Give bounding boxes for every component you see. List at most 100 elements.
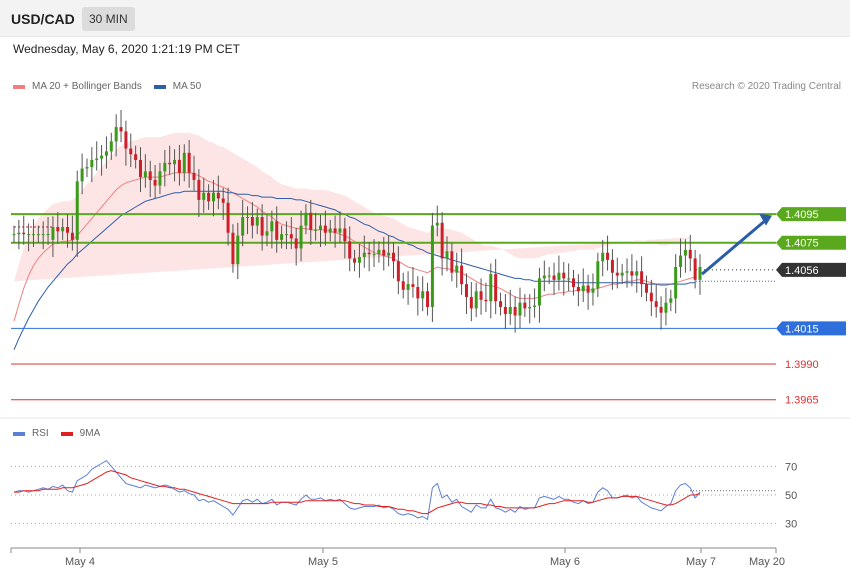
rsi-9ma-line bbox=[14, 470, 701, 515]
legend-9ma: 9MA bbox=[60, 428, 100, 439]
candle-body bbox=[207, 192, 211, 202]
candle-body bbox=[688, 249, 692, 259]
candle-body bbox=[294, 238, 298, 249]
candle-body bbox=[36, 234, 40, 236]
x-tick-label: May 7 bbox=[686, 556, 716, 568]
rsi-line bbox=[13, 459, 701, 521]
candle-body bbox=[591, 288, 595, 293]
candle-body bbox=[460, 265, 464, 285]
candle-body bbox=[464, 284, 468, 297]
candle-body bbox=[31, 234, 35, 236]
candle-body bbox=[635, 271, 639, 276]
candle-body bbox=[177, 159, 181, 173]
header-bar: USD/CAD 30 MIN bbox=[0, 0, 850, 37]
rsi-tick-50: 50 bbox=[785, 490, 797, 502]
credit-text: Research © 2020 Trading Central bbox=[691, 81, 841, 92]
candle-body bbox=[299, 225, 303, 249]
candle-body bbox=[236, 235, 240, 265]
candle-body bbox=[270, 221, 274, 232]
candle-body bbox=[382, 249, 386, 256]
candle-body bbox=[533, 305, 537, 307]
candle-body bbox=[143, 171, 147, 178]
candle-body bbox=[246, 217, 250, 219]
candle-body bbox=[659, 306, 663, 313]
candle-body bbox=[416, 286, 420, 299]
ma20-line bbox=[13, 172, 696, 322]
legend-ma50: MA 50 bbox=[153, 81, 201, 92]
candle-body bbox=[679, 255, 683, 267]
candle-body bbox=[328, 228, 332, 233]
candle-body bbox=[61, 227, 65, 232]
candle-body bbox=[387, 252, 391, 256]
candle-body bbox=[289, 234, 293, 239]
x-tick-label: May 5 bbox=[308, 556, 338, 568]
candle-body bbox=[260, 217, 264, 236]
candle-body bbox=[630, 271, 634, 276]
forecast-arrow-line bbox=[701, 218, 767, 276]
candle-body bbox=[391, 252, 395, 262]
candle-body bbox=[406, 284, 410, 290]
candle-body bbox=[499, 301, 503, 307]
rsi-tick-30: 30 bbox=[785, 519, 797, 531]
candle-body bbox=[435, 222, 439, 226]
candle-body bbox=[572, 278, 576, 287]
candle-body bbox=[134, 154, 138, 160]
candle-body bbox=[250, 217, 254, 226]
candle-body bbox=[640, 271, 644, 285]
candle-body bbox=[168, 162, 172, 165]
candle-body bbox=[255, 217, 259, 226]
candle-body bbox=[158, 171, 162, 186]
candle-body bbox=[163, 162, 167, 172]
candle-body bbox=[620, 272, 624, 276]
candle-body bbox=[625, 271, 629, 273]
candle-body bbox=[80, 168, 84, 182]
timeframe-badge[interactable]: 30 MIN bbox=[82, 7, 135, 31]
legend-swatch-ma20 bbox=[13, 84, 25, 89]
candle-body bbox=[523, 302, 527, 309]
candle-body bbox=[367, 252, 371, 255]
candle-body bbox=[547, 275, 551, 277]
level-label-1.4015: 1.4015 bbox=[785, 323, 819, 335]
candle-body bbox=[153, 179, 157, 186]
x-tick-label: May 20 bbox=[749, 556, 785, 568]
candle-body bbox=[265, 231, 269, 236]
level-tag-1.4015 bbox=[776, 321, 846, 336]
candle-body bbox=[601, 252, 605, 262]
candle-body bbox=[596, 261, 600, 289]
candle-body bbox=[216, 192, 220, 199]
datetime-label: Wednesday, May 6, 2020 1:21:19 PM CET bbox=[13, 42, 241, 56]
candle-body bbox=[304, 212, 308, 226]
candle-body bbox=[129, 148, 133, 155]
candle-body bbox=[70, 232, 74, 240]
candle-body bbox=[75, 181, 79, 240]
candle-body bbox=[469, 296, 473, 309]
candle-body bbox=[27, 234, 31, 236]
candle-body bbox=[221, 198, 225, 203]
candle-body bbox=[411, 284, 415, 287]
candle-body bbox=[455, 265, 459, 273]
candle-body bbox=[348, 241, 352, 259]
candle-body bbox=[537, 278, 541, 306]
candle-body bbox=[615, 272, 619, 276]
candle-body bbox=[51, 227, 55, 240]
candle-body bbox=[489, 274, 493, 302]
candle-body bbox=[401, 281, 405, 290]
forecast-arrow-head bbox=[759, 213, 772, 226]
x-tick-label: May 4 bbox=[65, 556, 95, 568]
candle-body bbox=[17, 232, 21, 235]
candle-body bbox=[445, 251, 449, 259]
candle-body bbox=[280, 234, 284, 240]
candle-body bbox=[426, 291, 430, 307]
candle-body bbox=[567, 278, 571, 280]
ma50-line bbox=[13, 190, 696, 350]
candle-body bbox=[85, 167, 89, 169]
candle-body bbox=[362, 252, 366, 257]
candle-body bbox=[41, 234, 45, 236]
candle-body bbox=[683, 249, 687, 256]
candle-body bbox=[513, 306, 517, 316]
candle-body bbox=[104, 151, 108, 156]
candle-body bbox=[148, 171, 152, 180]
candle-body bbox=[357, 257, 361, 263]
candle-body bbox=[56, 227, 60, 232]
